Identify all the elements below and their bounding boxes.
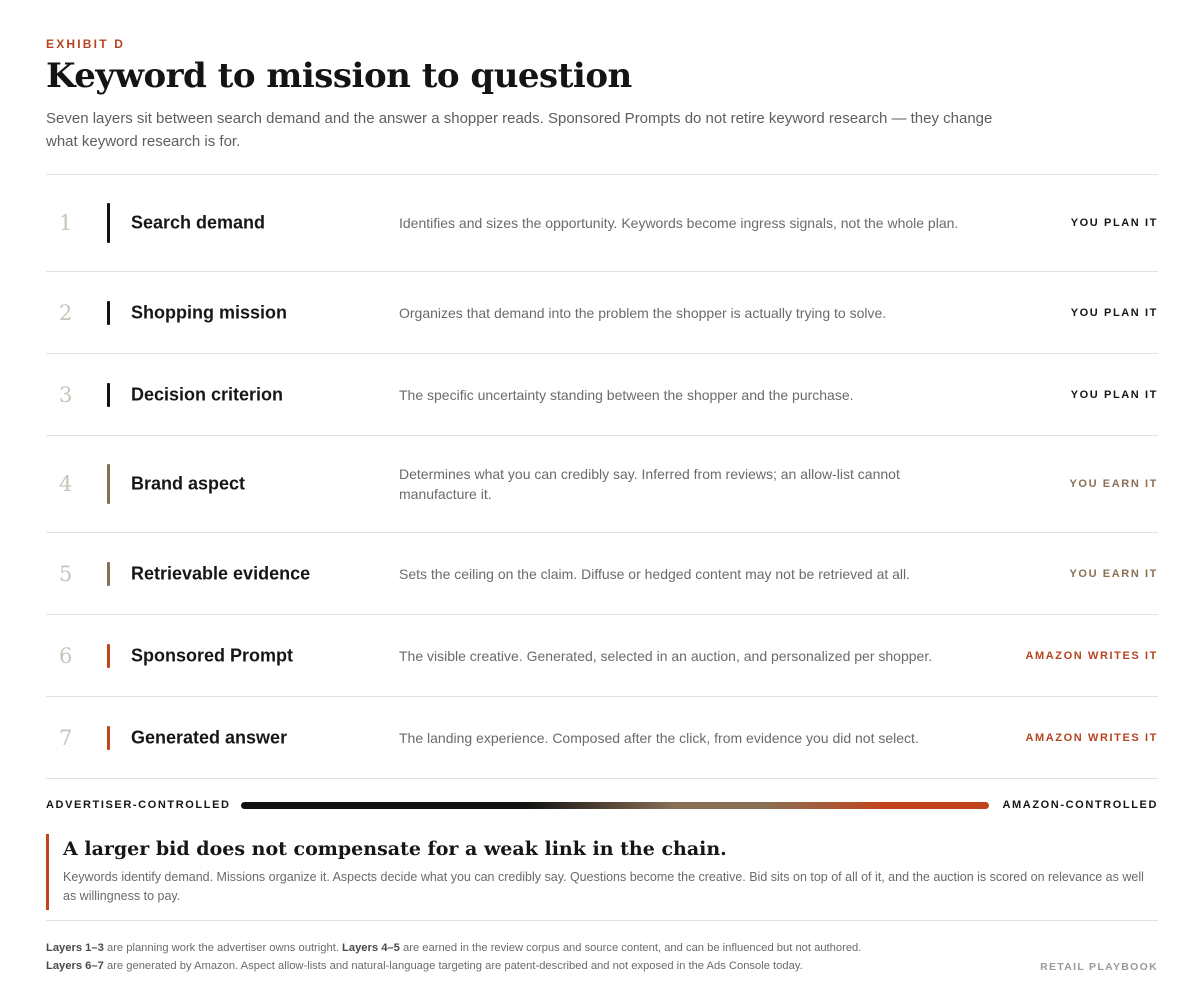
layer-row-5: 5 Retrievable evidence Sets the ceiling … — [46, 533, 1158, 615]
layer-description: Determines what you can credibly say. In… — [399, 466, 900, 502]
layer-description: Organizes that demand into the problem t… — [399, 304, 887, 321]
layer-description: The landing experience. Composed after t… — [399, 729, 919, 746]
spectrum-right-label: AMAZON-CONTROLLED — [1002, 799, 1158, 811]
brand-label: RETAIL PLAYBOOK — [1040, 961, 1158, 973]
footer-divider — [46, 920, 1158, 921]
layer-number: 4 — [59, 472, 73, 496]
layer-row-4: 4 Brand aspect Determines what you can c… — [46, 436, 1158, 533]
footnote-emphasis: Layers 4–5 — [342, 942, 400, 954]
layer-bar — [107, 382, 110, 407]
layer-name: Retrievable evidence — [131, 563, 311, 583]
layer-bar — [107, 464, 110, 504]
callout-box: A larger bid does not compensate for a w… — [46, 834, 1159, 910]
page-title: Keyword to mission to question — [46, 56, 632, 96]
footnote-emphasis: Layers 1–3 — [46, 942, 104, 954]
layer-ownership-tag: AMAZON WRITES IT — [1025, 731, 1158, 744]
layer-name: Generated answer — [131, 727, 288, 747]
layer-ownership-tag: YOU EARN IT — [1069, 478, 1158, 490]
layer-ownership-tag: YOU EARN IT — [1069, 567, 1158, 580]
layer-name: Shopping mission — [131, 302, 287, 322]
layers-list: 1 Search demand Identifies and sizes the… — [46, 174, 1158, 779]
layer-number: 1 — [59, 211, 73, 235]
layer-ownership-tag: AMAZON WRITES IT — [1025, 649, 1158, 662]
spectrum-left-label: ADVERTISER-CONTROLLED — [46, 799, 231, 811]
layer-description: Sets the ceiling on the claim. Diffuse o… — [399, 565, 911, 582]
layer-row-3: 3 Decision criterion The specific uncert… — [46, 354, 1158, 436]
footnote-text: are planning work the advertiser owns ou… — [103, 942, 343, 954]
layer-name: Decision criterion — [131, 384, 284, 404]
footnote-line-1: Layers 1–3 are planning work the adverti… — [46, 939, 1006, 957]
layer-bar — [107, 725, 110, 750]
footnote: Layers 1–3 are planning work the adverti… — [46, 939, 1006, 975]
layer-number: 5 — [59, 561, 73, 586]
layer-ownership-tag: YOU PLAN IT — [1070, 306, 1158, 319]
layer-number: 3 — [59, 382, 73, 407]
layer-row-6: 6 Sponsored Prompt The visible creative.… — [46, 615, 1158, 697]
layer-ownership-tag: YOU PLAN IT — [1070, 388, 1158, 401]
footnote-text: are earned in the review corpus and sour… — [399, 942, 862, 954]
layer-name: Brand aspect — [131, 473, 246, 494]
layer-bar — [107, 203, 110, 243]
layer-row-7: 7 Generated answer The landing experienc… — [46, 697, 1158, 779]
control-spectrum-bar — [241, 802, 989, 809]
callout-title: A larger bid does not compensate for a w… — [63, 838, 727, 860]
layer-name: Search demand — [131, 212, 266, 233]
page-subtitle: Seven layers sit between search demand a… — [46, 110, 993, 150]
layer-bar — [107, 643, 110, 668]
layer-description: The visible creative. Generated, selecte… — [399, 647, 933, 664]
layer-name: Sponsored Prompt — [131, 645, 294, 665]
footnote-text: are generated by Amazon. Aspect allow-li… — [103, 960, 803, 972]
exhibit-label: EXHIBIT D — [46, 37, 126, 51]
layer-bar — [107, 561, 110, 586]
layer-number: 6 — [59, 643, 73, 668]
layer-row-2: 2 Shopping mission Organizes that demand… — [46, 272, 1158, 354]
footnote-line-2: Layers 6–7 are generated by Amazon. Aspe… — [46, 957, 1006, 975]
layer-ownership-tag: YOU PLAN IT — [1070, 217, 1158, 229]
layer-row-1: 1 Search demand Identifies and sizes the… — [46, 175, 1158, 272]
layer-number: 7 — [59, 725, 73, 750]
layer-bar — [107, 300, 110, 325]
footnote-emphasis: Layers 6–7 — [46, 960, 104, 972]
layer-description: The specific uncertainty standing betwee… — [399, 386, 854, 403]
layer-description: Identifies and sizes the opportunity. Ke… — [399, 215, 959, 231]
callout-body: Keywords identify demand. Missions organ… — [63, 870, 1144, 903]
layer-number: 2 — [59, 300, 73, 325]
